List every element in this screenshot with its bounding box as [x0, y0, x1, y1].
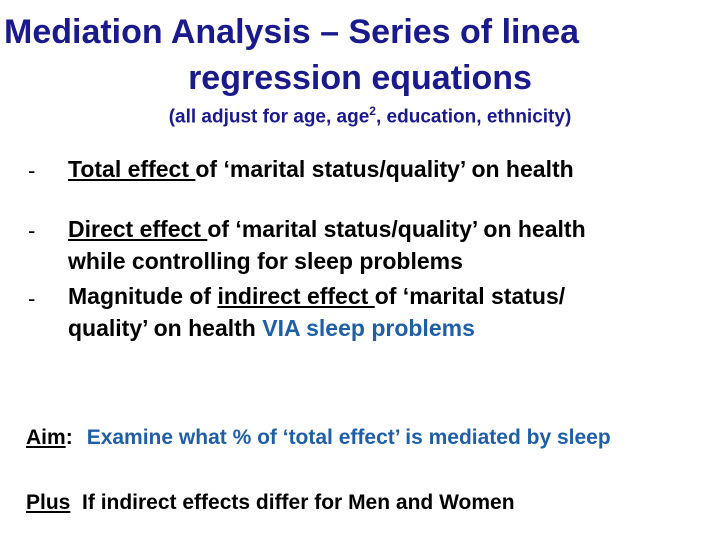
subtitle-suffix: , education, ethnicity) [375, 106, 572, 128]
bullet-3-line-1: Magnitude of indirect effect of ‘marital… [68, 283, 565, 310]
bullet-dash-2: - [28, 218, 36, 243]
bullet-2-line-1: Direct effect of ‘marital status/quality… [68, 216, 586, 243]
slide-subtitle: (all adjust for age, age2, education, et… [0, 104, 720, 128]
bullet-1-rest: of ‘marital status/quality’ on health [195, 156, 574, 182]
plus-text: If indirect effects differ for Men and W… [70, 491, 515, 514]
aim-statement: Aim: Examine what % of ‘total effect’ is … [26, 426, 611, 450]
bullet-2-line-2: while controlling for sleep problems [68, 248, 463, 274]
bullet-3-line-2-prefix: quality’ on health [68, 315, 263, 341]
bullet-3-line-2: quality’ on health VIA sleep problems [68, 315, 475, 342]
bullet-dash-3: - [28, 286, 36, 311]
bullet-2-rest: of ‘marital status/quality’ on health [207, 216, 586, 242]
plus-label: Plus [26, 491, 71, 514]
slide-title-line-2: regression equations [188, 59, 532, 97]
aim-colon: : [65, 426, 73, 449]
bullet-1-underlined: Total effect [68, 156, 196, 182]
slide-title-line-1: Mediation Analysis – Series of linea [4, 13, 580, 51]
aim-label: Aim [26, 426, 66, 449]
bullet-1-line-1: Total effect of ‘marital status/quality’… [68, 156, 574, 183]
subtitle-superscript: 2 [369, 104, 376, 118]
bullet-2-underlined: Direct effect [68, 216, 208, 242]
bullet-3-prefix: Magnitude of [68, 283, 218, 309]
bullet-3-line-2-highlight: VIA sleep problems [262, 315, 475, 341]
subtitle-prefix: (all adjust for age, age [168, 106, 370, 128]
bullet-3-underlined: indirect effect [217, 283, 375, 309]
aim-text: Examine what % of ‘total effect’ is medi… [86, 426, 611, 449]
plus-statement: Plus If indirect effects differ for Men … [26, 491, 515, 515]
bullet-3-rest: of ‘marital status/ [374, 283, 566, 309]
bullet-dash-1: - [28, 158, 36, 183]
